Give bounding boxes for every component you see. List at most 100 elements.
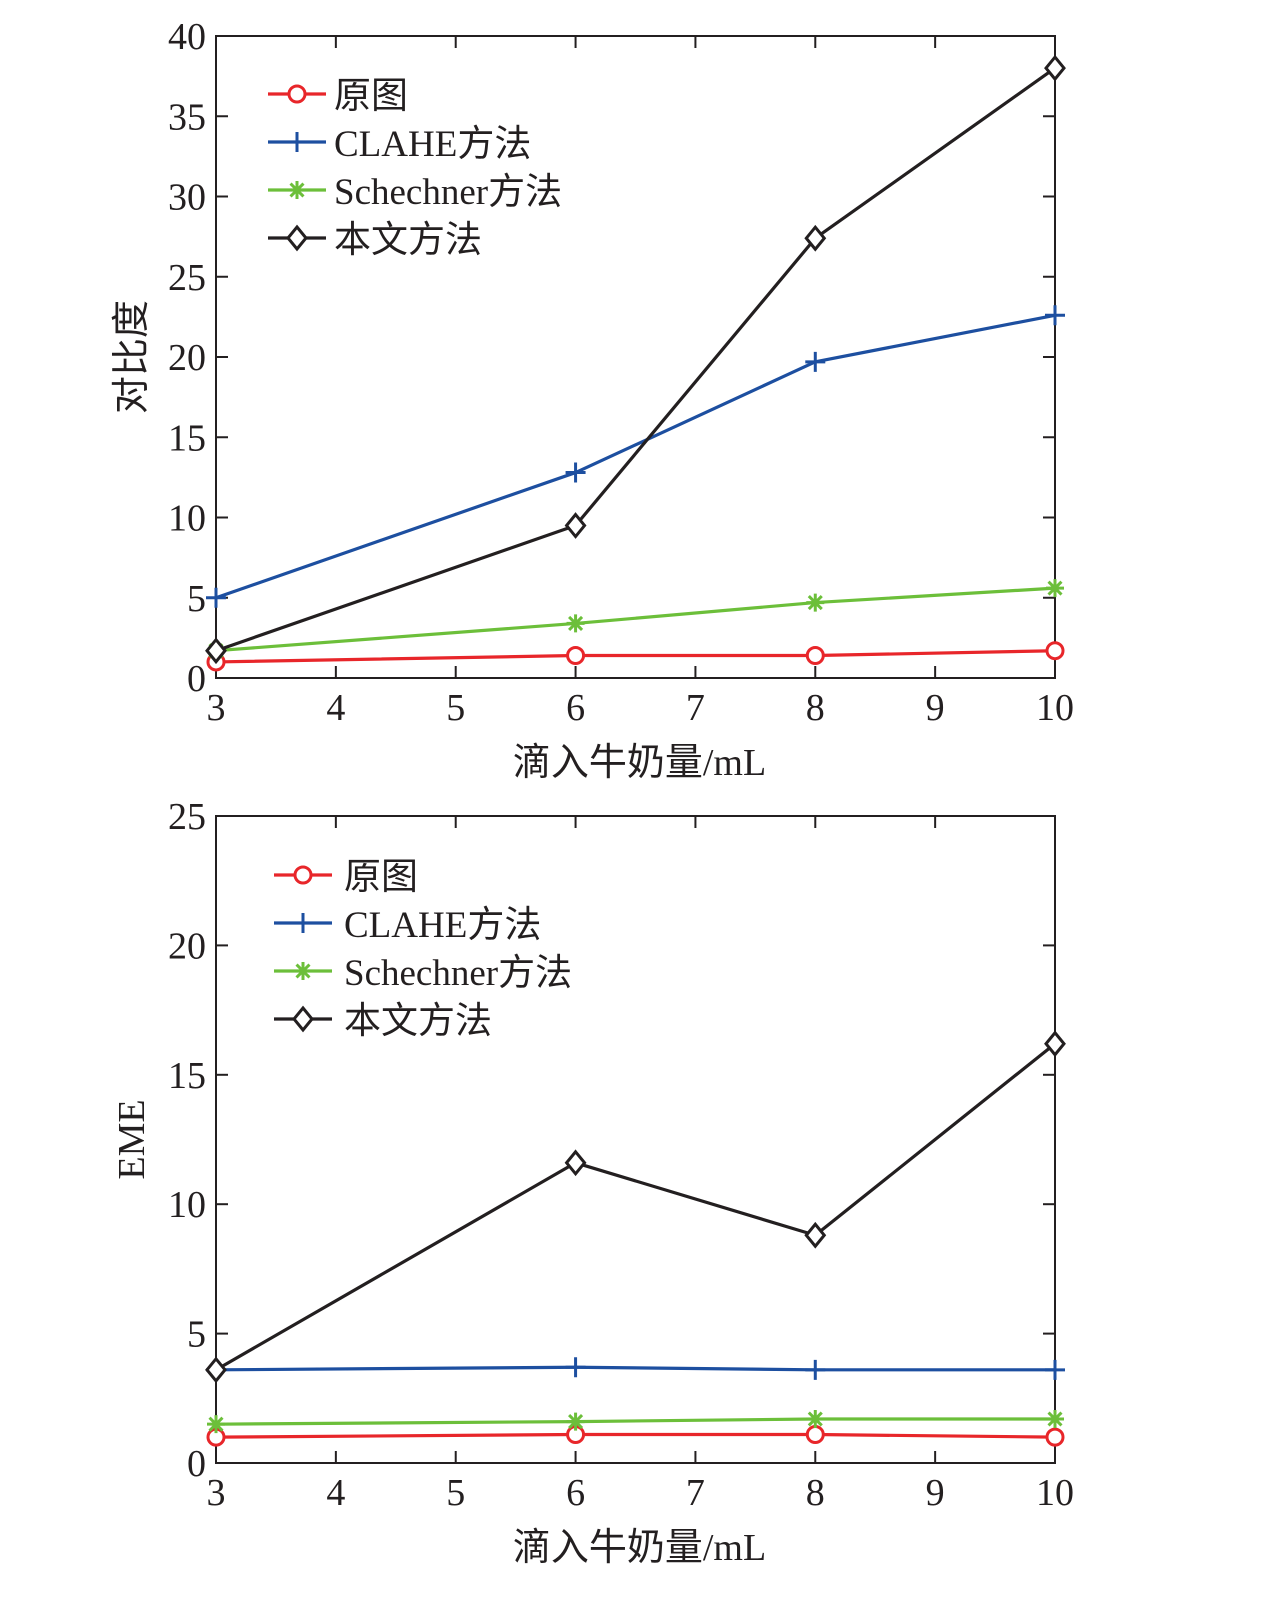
series-line: [215, 1417, 1055, 1426]
y-tick-label: 5: [187, 578, 206, 620]
y-tick-label: 10: [168, 498, 206, 540]
y-tick-label: 30: [168, 177, 206, 219]
x-tick-label: 6: [566, 687, 585, 729]
legend-label: 原图: [334, 76, 408, 117]
y-tick-label: 0: [187, 658, 206, 700]
y-tick-label: 20: [168, 337, 206, 379]
x-tick-label: 8: [806, 687, 825, 729]
data-point: [1044, 1030, 1066, 1058]
legend-label: CLAHE方法: [334, 123, 531, 165]
series-1: [206, 1425, 1065, 1447]
data-point: [206, 587, 226, 608]
series-line: [215, 1365, 1055, 1372]
x-tick-label: 7: [686, 687, 705, 729]
data-point: [566, 646, 586, 666]
legend-label: CLAHE方法: [344, 904, 541, 946]
y-tick-label: 15: [168, 417, 206, 459]
data-point: [1045, 305, 1065, 326]
x-tick-label: 5: [446, 1472, 465, 1514]
series-line: [215, 586, 1056, 653]
data-point: [564, 512, 587, 539]
data-point: [1044, 54, 1066, 82]
data-point: [806, 593, 825, 612]
y-tick-label: 20: [168, 925, 206, 967]
x-tick-label: 5: [446, 687, 465, 729]
chart-2: 3 4 5 6 7 8 9 10 0 5 10 15 20 25 滴入牛奶量/mL EME 原图 CLAHE方法 S…: [111, 796, 1074, 1569]
y-axis-label: EME: [111, 1099, 153, 1179]
data-point: [205, 637, 227, 665]
x-tick-label: 9: [926, 1472, 945, 1514]
series-line: [215, 1042, 1056, 1372]
data-point: [806, 1410, 825, 1428]
x-axis-label: 滴入牛奶量/mL: [513, 742, 766, 784]
y-tick-label: 10: [168, 1184, 206, 1226]
x-tick-label: 8: [806, 1472, 825, 1514]
legend-item: CLAHE方法: [274, 904, 541, 946]
y-tick-label: 40: [168, 16, 206, 58]
series-3: [207, 579, 1064, 660]
legend-item: 本文方法: [274, 1000, 492, 1042]
data-point: [564, 1149, 587, 1177]
x-tick-label: 9: [926, 687, 945, 729]
legend-marker: [287, 84, 307, 104]
data-point: [566, 614, 585, 633]
legend-label: Schechner方法: [334, 171, 562, 213]
y-tick-label: 15: [168, 1055, 206, 1097]
legend-label: 本文方法: [334, 219, 482, 261]
data-point: [565, 462, 586, 483]
legend-marker: [288, 181, 306, 199]
series-4: [205, 54, 1066, 665]
legend-marker: [292, 1005, 314, 1033]
x-tick-label: 10: [1036, 1472, 1074, 1514]
data-point: [1046, 1410, 1064, 1428]
legend-marker: [293, 865, 313, 885]
data-point: [1046, 579, 1064, 598]
data-point: [566, 1412, 585, 1431]
data-point: [805, 646, 825, 666]
data-point: [1045, 641, 1065, 661]
legend-marker: [286, 224, 308, 252]
data-point: [565, 1357, 586, 1378]
x-tick-label: 4: [326, 687, 345, 729]
data-point: [207, 1415, 225, 1434]
legend-marker: [287, 132, 307, 152]
data-point: [804, 1221, 827, 1249]
legend-label: 原图: [344, 857, 418, 898]
y-tick-label: 0: [187, 1443, 206, 1485]
y-tick-label: 35: [168, 96, 206, 138]
legend-marker: [294, 962, 312, 980]
y-tick-label: 5: [187, 1314, 206, 1356]
data-point: [1045, 1359, 1065, 1380]
series-3: [207, 1410, 1064, 1434]
data-point: [805, 351, 826, 372]
data-point: [805, 1359, 826, 1380]
legend-label: Schechner方法: [344, 952, 572, 994]
series-1: [206, 641, 1065, 672]
legend-label: 本文方法: [344, 1000, 492, 1042]
y-tick-label: 25: [168, 257, 206, 299]
legend-marker: [293, 913, 313, 933]
legend-item: 原图: [268, 76, 408, 117]
x-tick-label: 3: [207, 1472, 226, 1514]
x-tick-label: 10: [1036, 687, 1074, 729]
series-line: [215, 1432, 1056, 1439]
data-point: [804, 224, 827, 252]
y-axis-label: 对比度: [111, 300, 153, 414]
x-tick-label: 3: [207, 687, 226, 729]
series-line: [215, 649, 1056, 664]
x-tick-label: 7: [686, 1472, 705, 1514]
data-point: [805, 1425, 825, 1445]
data-point: [1045, 1427, 1065, 1447]
legend-item: CLAHE方法: [268, 123, 531, 165]
x-axis-label: 滴入牛奶量/mL: [513, 1527, 766, 1569]
chart-1: 3 4 5 6 7 8 9 10 0 5 10 15 20 25 30 35 40 滴入牛奶量/mL 对比度 原图 CL…: [111, 16, 1074, 784]
data-point: [205, 1356, 227, 1384]
y-tick-label: 25: [168, 796, 206, 838]
series-2: [206, 305, 1065, 608]
series-2: [206, 1357, 1065, 1380]
legend-item: 本文方法: [268, 219, 482, 261]
plot-frame: [215, 815, 1056, 1464]
